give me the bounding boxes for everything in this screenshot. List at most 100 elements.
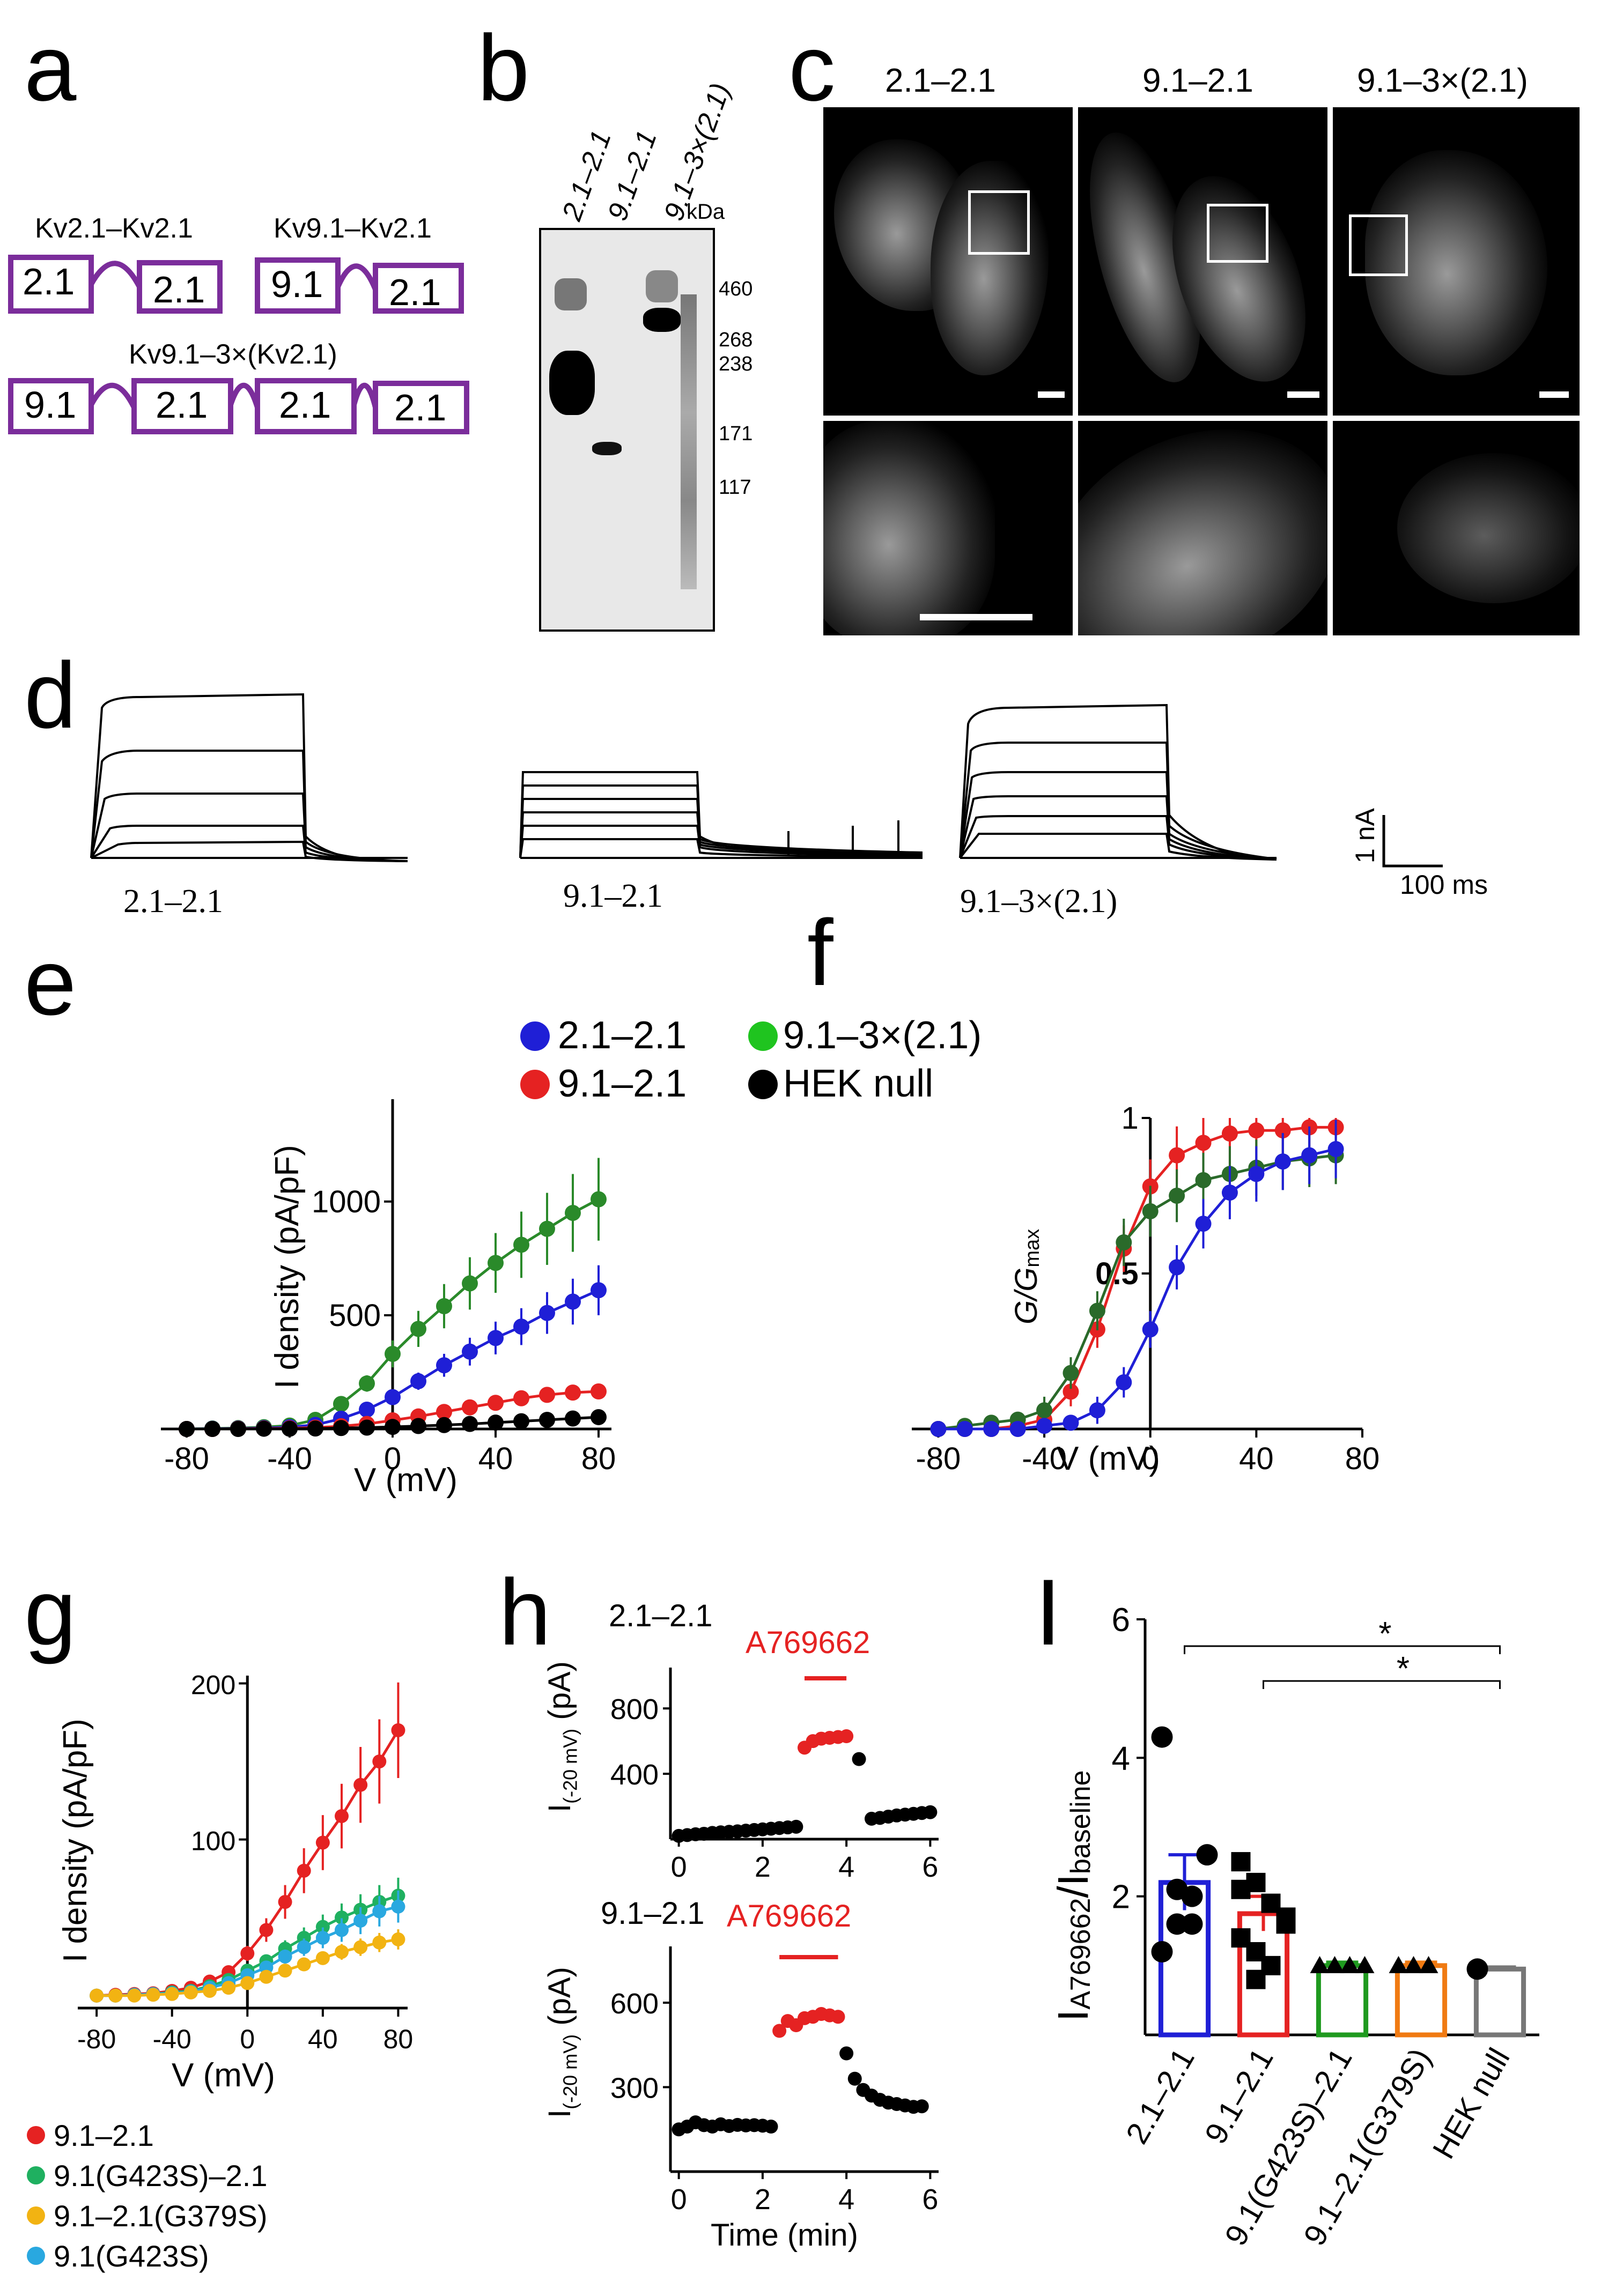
f-point-2-10 xyxy=(1195,1216,1212,1232)
g-point-3-7 xyxy=(222,1981,236,1995)
construct-label-1: Kv2.1–Kv2.1 xyxy=(35,213,193,244)
legend-dot-2 xyxy=(520,1070,550,1099)
g-legend-label-2: 9.1–2.1(G379S) xyxy=(54,2199,268,2233)
micrograph-zoom-2 xyxy=(1078,421,1327,635)
g-point-3-8 xyxy=(240,1976,255,1990)
i-point-1-9 xyxy=(1246,1969,1266,1989)
trace-label-2: 9.1–2.1 xyxy=(563,878,663,914)
i-bar-2 xyxy=(1316,1963,1369,2038)
g-point-3-13 xyxy=(335,1945,349,1959)
i-category-label-4: HEK null xyxy=(1426,2042,1517,2165)
f-point-1-9 xyxy=(1169,1188,1185,1204)
g-point-0-8 xyxy=(240,1946,255,1961)
g-point-3-16 xyxy=(391,1932,405,1946)
i-point-3-0 xyxy=(1389,1956,1408,1973)
g-legend-dot-2 xyxy=(27,2206,45,2225)
box-text-1b: 2.1 xyxy=(153,269,205,310)
e-point-1-9 xyxy=(385,1389,401,1405)
e-point-3-5 xyxy=(282,1420,298,1437)
marker-238: 238 xyxy=(719,353,753,375)
e-point-3-17 xyxy=(591,1409,607,1425)
e-point-0-16 xyxy=(565,1205,581,1221)
band-2.1-2.1 xyxy=(549,351,595,415)
f-xtick-label-3: 40 xyxy=(1239,1441,1274,1476)
f-point-0-5 xyxy=(1063,1383,1079,1400)
band-9.1-2.1 xyxy=(592,442,622,455)
e-point-2-11 xyxy=(436,1404,452,1420)
f-point-2-3 xyxy=(1009,1421,1026,1437)
legend-dot-0 xyxy=(520,1021,550,1051)
e-point-2-14 xyxy=(513,1390,529,1406)
i-point-3-1 xyxy=(1404,1956,1423,1973)
micrograph-9.1-2.1 xyxy=(1078,107,1327,416)
e-point-3-12 xyxy=(462,1416,478,1432)
micrograph-zoom-1 xyxy=(823,421,1073,635)
f-point-0-10 xyxy=(1195,1135,1212,1151)
e-point-1-15 xyxy=(539,1305,555,1321)
f-line-2 xyxy=(938,1147,1337,1431)
box-text-3c: 2.1 xyxy=(279,384,331,426)
h2-point-1-0 xyxy=(772,2024,787,2038)
i-ytick-label-1: 4 xyxy=(1112,1740,1130,1777)
i-ytick-label-0: 2 xyxy=(1112,1879,1130,1916)
e-point-3-6 xyxy=(307,1420,323,1437)
panel-label-f: f xyxy=(807,901,833,1005)
g-point-2-15 xyxy=(372,1904,387,1919)
h-bar-label-2: A769662 xyxy=(727,1899,852,1934)
f-point-2-2 xyxy=(983,1421,1000,1437)
g-point-3-14 xyxy=(353,1940,368,1954)
e-xtick-label-1: -40 xyxy=(267,1441,312,1476)
i-point-2-2 xyxy=(1340,1956,1360,1973)
legend-label-3: HEK null xyxy=(783,1062,934,1105)
g-ytick-label-1: 200 xyxy=(191,1670,235,1700)
box-text-2a: 9.1 xyxy=(271,263,323,305)
f-point-2-12 xyxy=(1248,1166,1265,1182)
panel-label-b: b xyxy=(477,16,530,121)
micrograph-zoom-3 xyxy=(1333,421,1580,635)
i-sig-bracket-1 xyxy=(1263,1680,1501,1689)
image-title-2: 9.1–2.1 xyxy=(1142,62,1253,99)
g-legend-label-1: 9.1(G423S)–2.1 xyxy=(54,2159,268,2193)
f-point-0-13 xyxy=(1274,1122,1291,1139)
i-point-3-2 xyxy=(1419,1956,1438,1973)
construct-label-3: Kv9.1–3×(Kv2.1) xyxy=(129,339,337,370)
i-point-0-4 xyxy=(1151,1941,1173,1962)
panel-label-a: a xyxy=(24,16,77,121)
e-point-3-2 xyxy=(204,1421,220,1437)
g-xtick-label-1: -40 xyxy=(153,2024,191,2054)
h1-ytick-label-1: 800 xyxy=(610,1693,659,1725)
f-xtick-label-1: -40 xyxy=(1022,1441,1067,1476)
f-point-0-11 xyxy=(1221,1125,1238,1142)
band-2.1-2.1-high xyxy=(555,278,587,310)
f-point-2-15 xyxy=(1327,1141,1344,1157)
marker-268: 268 xyxy=(719,329,753,351)
panel-label-i: I xyxy=(1035,1560,1061,1665)
g-legend-dot-3 xyxy=(27,2247,45,2265)
f-point-2-6 xyxy=(1089,1402,1105,1419)
i-point-4-0 xyxy=(1466,1958,1488,1980)
g-point-2-16 xyxy=(391,1899,405,1914)
e-ytick-label-1: 1000 xyxy=(312,1184,381,1219)
g-xlabel: V (mV) xyxy=(172,2057,275,2094)
g-xtick-label-3: 40 xyxy=(308,2024,338,2054)
g-point-3-10 xyxy=(278,1964,292,1978)
f-point-1-10 xyxy=(1195,1172,1212,1188)
g-point-1-12 xyxy=(315,1920,330,1934)
f-point-1-5 xyxy=(1063,1365,1079,1381)
i-category-label-1: 9.1–2.1 xyxy=(1198,2042,1280,2150)
h1-point-0-14 xyxy=(789,1819,803,1834)
g-point-0-16 xyxy=(391,1723,405,1737)
g-point-3-15 xyxy=(372,1935,387,1950)
f-point-1-4 xyxy=(1036,1402,1053,1419)
e-point-2-12 xyxy=(462,1399,478,1416)
g-point-0-14 xyxy=(353,1777,368,1792)
e-point-1-11 xyxy=(436,1357,452,1374)
scale-time: 100 ms xyxy=(1400,870,1488,900)
e-point-3-7 xyxy=(333,1420,349,1436)
e-point-2-16 xyxy=(565,1384,581,1401)
g-point-3-0 xyxy=(90,1988,104,2003)
h1-xtick-label-3: 6 xyxy=(922,1851,938,1883)
h2-point-2-1 xyxy=(847,2071,862,2086)
e-xtick-label-2: 0 xyxy=(384,1441,401,1476)
